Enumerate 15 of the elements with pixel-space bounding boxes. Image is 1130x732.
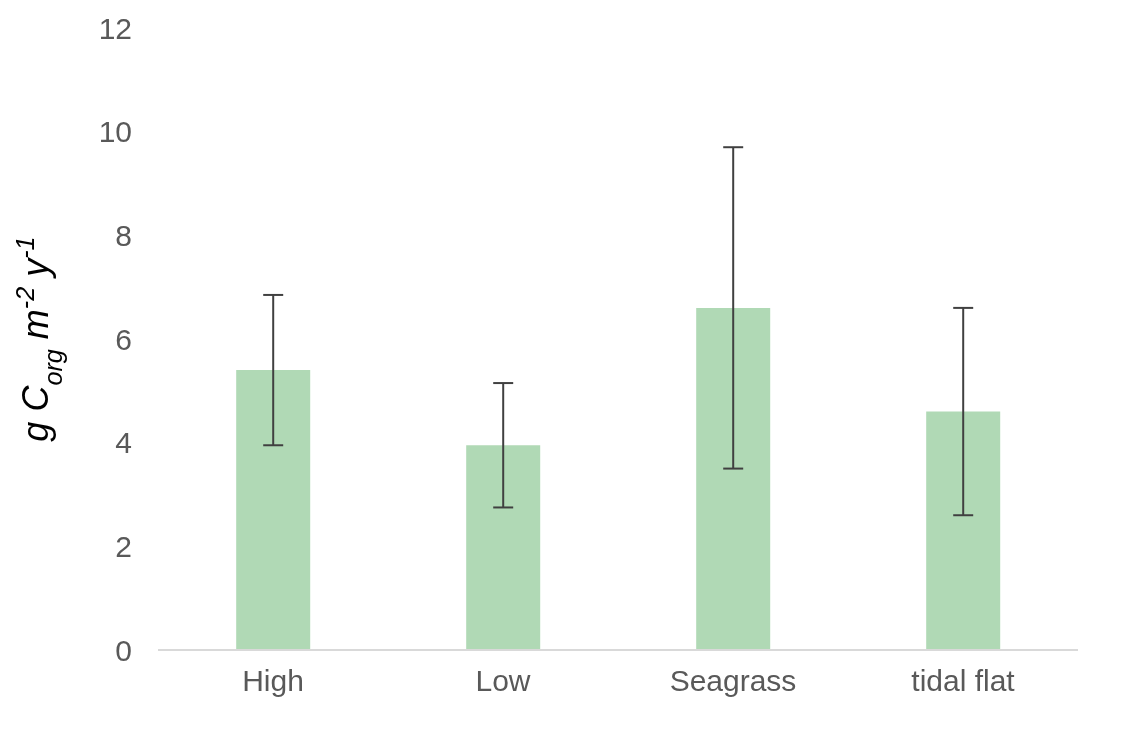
x-tick-label: Low	[475, 664, 531, 698]
y-tick-label: 10	[98, 115, 132, 149]
bar	[466, 445, 541, 650]
bar	[926, 411, 1001, 650]
y-tick-label: 2	[115, 529, 132, 563]
y-tick-label: 12	[98, 11, 132, 45]
y-tick-label: 4	[115, 426, 132, 460]
x-tick-label: tidal flat	[911, 664, 1016, 698]
y-tick-label: 8	[115, 218, 132, 252]
x-tick-label: Seagrass	[669, 664, 797, 698]
bar	[236, 370, 311, 650]
y-tick-label: 0	[115, 633, 132, 667]
y-tick-label: 6	[115, 322, 132, 356]
x-tick-label: High	[242, 664, 304, 698]
bar	[696, 307, 771, 650]
